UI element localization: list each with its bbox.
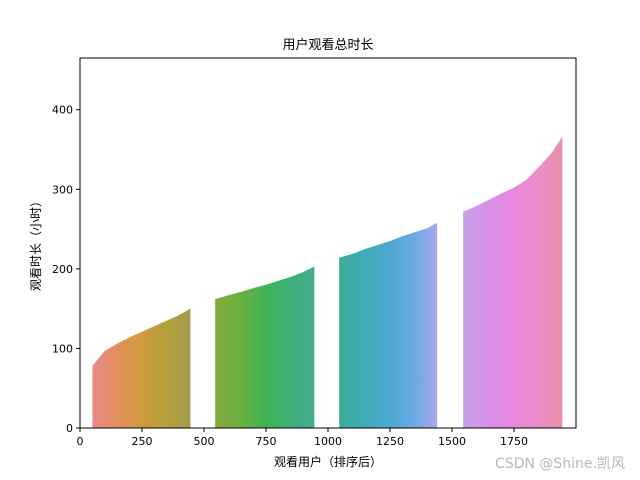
x-axis-title: 观看用户（排序后） <box>274 454 382 469</box>
y-tick-label: 100 <box>52 342 73 355</box>
x-tick-label: 750 <box>256 435 277 448</box>
bars-layer <box>92 136 563 428</box>
x-tick-label: 500 <box>194 435 215 448</box>
y-tick-label: 300 <box>52 183 73 196</box>
x-tick-label: 1750 <box>500 435 528 448</box>
chart-title: 用户观看总时长 <box>282 37 373 53</box>
x-tick-label: 1000 <box>314 435 342 448</box>
x-tick-label: 1500 <box>438 435 466 448</box>
bar-group-2 <box>215 266 315 428</box>
x-tick-label: 0 <box>77 435 84 448</box>
x-tick-label: 1250 <box>376 435 404 448</box>
watermark: CSDN @Shine.凯风 <box>495 456 625 472</box>
bar-group-3 <box>339 222 438 428</box>
y-tick-label: 0 <box>66 422 73 435</box>
bar-group-1 <box>92 308 191 428</box>
x-axis: 0 250 500 750 1000 1250 1500 1750 <box>77 428 528 448</box>
y-tick-label: 400 <box>52 104 73 117</box>
x-tick-label: 250 <box>132 435 153 448</box>
y-axis: 0 100 200 300 400 <box>52 104 80 435</box>
y-axis-title: 观看时长（小时） <box>29 195 43 291</box>
y-tick-label: 200 <box>52 263 73 276</box>
bar-group-4 <box>463 136 563 428</box>
